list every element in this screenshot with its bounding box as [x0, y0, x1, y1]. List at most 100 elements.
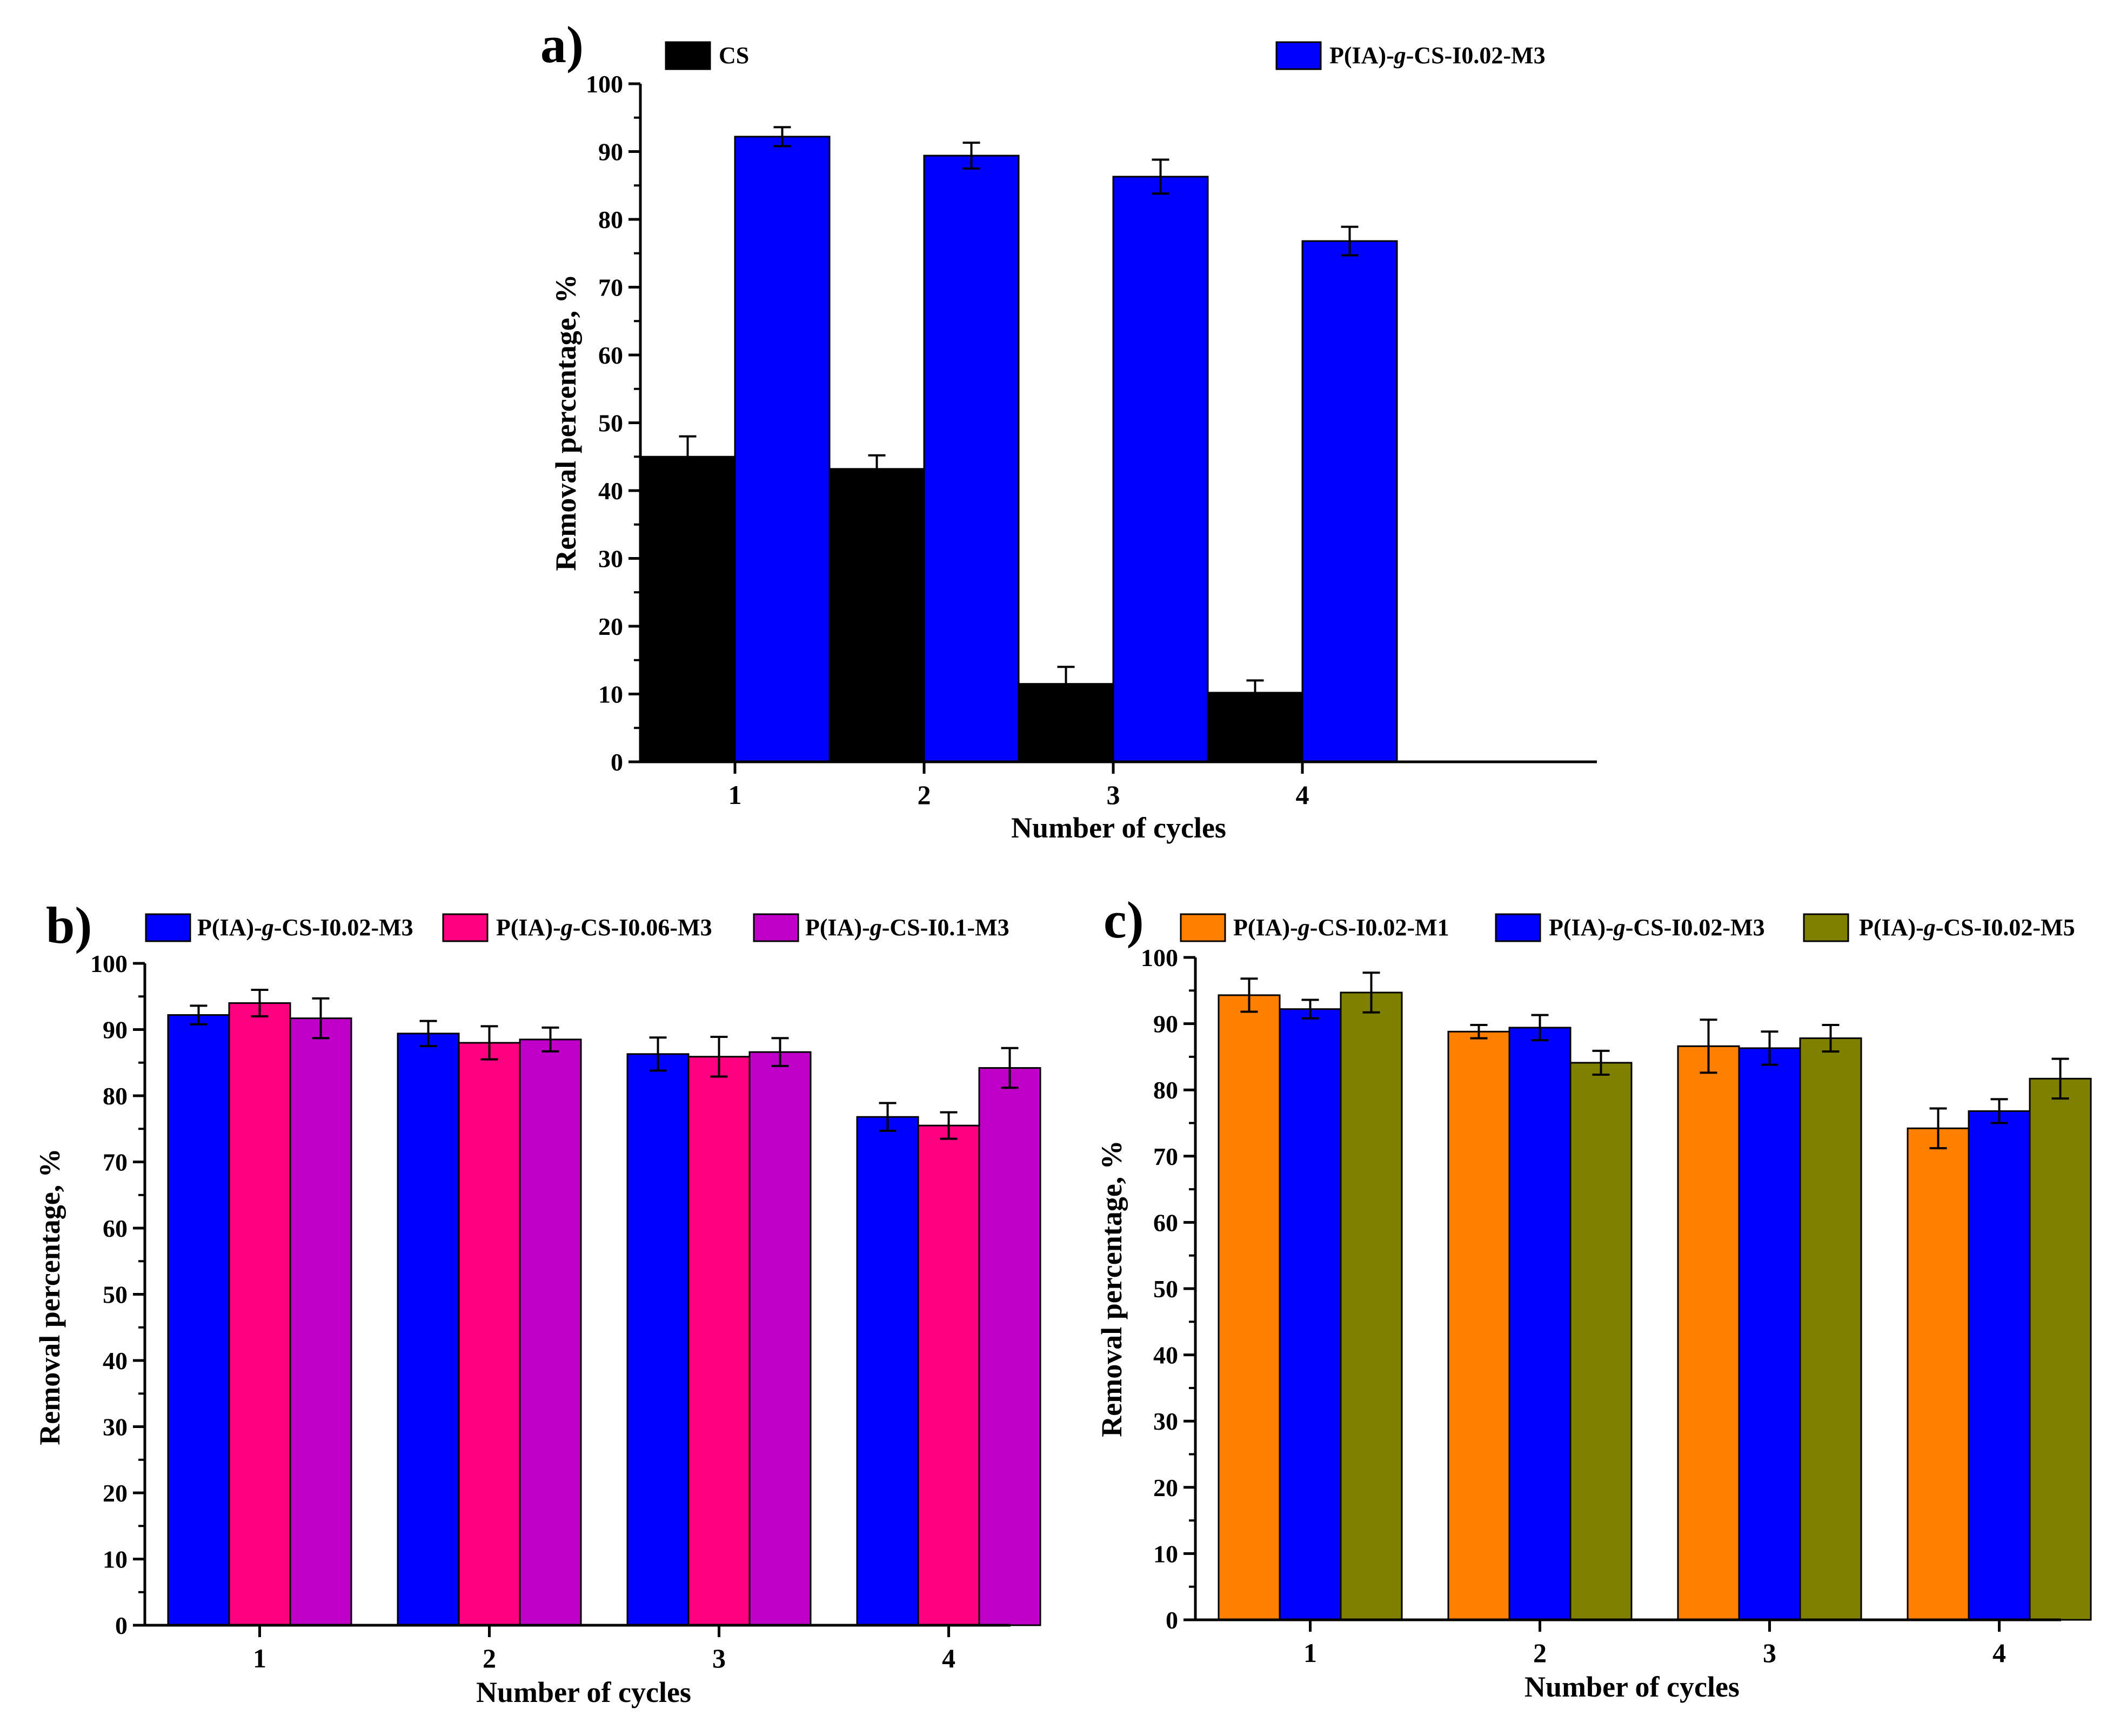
panel-label-c: c) [1104, 891, 1144, 949]
y-axis-title-c: Removal percentage, % [1095, 1140, 1128, 1437]
y-tick-label-a-100: 100 [586, 70, 623, 98]
bar-c-s1-c1 [1218, 994, 1281, 1621]
y-tick-label-b-90: 90 [103, 1016, 128, 1044]
bar-c-s3-c4 [2029, 1077, 2092, 1621]
y-tick-label-c-20: 20 [1153, 1474, 1178, 1502]
bar-c-s1-c2 [1447, 1030, 1510, 1621]
y-tick-label-c-30: 30 [1153, 1407, 1178, 1435]
legend-label-b-s1-part-1: g [262, 914, 274, 941]
bar-b-s3-c1 [289, 1017, 352, 1626]
y-tick-label-b-60: 60 [103, 1215, 128, 1242]
legend-label-b-s3-part-2: -CS-I0.1-M3 [882, 914, 1009, 941]
legend-label-b-s1-part-0: P(IA)- [197, 914, 262, 941]
y-tick-label-a-30: 30 [598, 545, 623, 573]
y-tick-label-c-70: 70 [1153, 1143, 1178, 1170]
legend-label-b-s3-part-1: g [870, 914, 882, 941]
y-tick-label-a-10: 10 [598, 681, 623, 708]
bar-b-s3-c4 [978, 1067, 1041, 1626]
x-tick-label-c-3: 3 [1763, 1638, 1776, 1668]
legend-label-b-s2-part-2: -CS-I0.06-M3 [573, 914, 712, 941]
x-tick-label-c-4: 4 [1992, 1638, 2006, 1668]
legend-swatch-b-s2 [442, 913, 489, 942]
legend-swatch-b-s1 [145, 913, 191, 942]
x-tick-label-c-1: 1 [1303, 1638, 1317, 1668]
bar-b-s3-c2 [519, 1038, 582, 1626]
y-axis-title-b: Removal percentage, % [34, 1148, 66, 1445]
bar-c-s2-c3 [1738, 1047, 1801, 1621]
x-tick-label-b-2: 2 [483, 1643, 496, 1673]
legend-label-c-s2-part-2: -CS-I0.02-M3 [1626, 914, 1765, 941]
x-tick-label-b-1: 1 [253, 1643, 266, 1673]
bar-c-s1-c3 [1677, 1045, 1740, 1621]
legend-label-a-s1: CS [719, 42, 749, 69]
x-tick-label-b-4: 4 [942, 1643, 955, 1673]
y-tick-label-c-0: 0 [1166, 1606, 1178, 1634]
legend-label-c-s2: P(IA)-g-CS-I0.02-M3 [1549, 914, 1765, 941]
y-axis-title-a: Removal percentage, % [550, 274, 582, 571]
legend-label-c-s1-part-0: P(IA)- [1233, 914, 1298, 941]
legend-label-b-s1: P(IA)-g-CS-I0.02-M3 [197, 914, 413, 941]
y-tick-label-a-90: 90 [598, 138, 623, 166]
legend-label-b-s2-part-0: P(IA)- [496, 914, 561, 941]
y-tick-label-c-10: 10 [1153, 1540, 1178, 1567]
x-axis-title-b: Number of cycles [476, 1676, 691, 1708]
legend-swatch-a-s1 [665, 41, 711, 70]
y-tick-label-b-100: 100 [90, 950, 128, 977]
legend-swatch-c-s3 [1803, 913, 1849, 942]
legend-label-b-s1-part-2: -CS-I0.02-M3 [274, 914, 413, 941]
legend-swatch-c-s2 [1495, 913, 1541, 942]
y-tick-label-b-10: 10 [103, 1546, 128, 1573]
legend-label-c-s1-part-1: g [1298, 914, 1310, 941]
panel-label-b: b) [46, 896, 92, 954]
bar-b-s2-c3 [687, 1056, 751, 1626]
bar-b-s1-c4 [856, 1116, 919, 1626]
legend-label-c-s1-part-2: -CS-I0.02-M1 [1310, 914, 1449, 941]
legend-label-c-s3-part-2: -CS-I0.02-M5 [1936, 914, 2075, 941]
legend-label-c-s3-part-1: g [1923, 914, 1936, 941]
y-tick-label-c-80: 80 [1153, 1076, 1178, 1104]
legend-label-b-s3: P(IA)-g-CS-I0.1-M3 [805, 914, 1009, 941]
bar-c-s1-c4 [1907, 1127, 1970, 1621]
legend-swatch-a-s2 [1275, 41, 1322, 70]
y-tick-label-a-20: 20 [598, 613, 623, 640]
x-tick-label-b-3: 3 [712, 1643, 726, 1673]
y-tick-label-c-90: 90 [1153, 1010, 1178, 1038]
x-axis-title-a: Number of cycles [1011, 812, 1226, 844]
panel-label-a: a) [540, 16, 584, 73]
y-tick-label-b-0: 0 [115, 1612, 128, 1639]
y-tick-label-b-20: 20 [103, 1479, 128, 1507]
bar-c-s3-c1 [1340, 991, 1403, 1621]
bar-c-s2-c4 [1968, 1110, 2031, 1621]
bar-c-s3-c3 [1799, 1037, 1862, 1621]
legend-label-b-s3-part-0: P(IA)- [805, 914, 870, 941]
legend-label-a-s2-part-2: -CS-I0.02-M3 [1406, 42, 1546, 69]
legend-label-a-s2-part-1: g [1394, 42, 1406, 69]
bar-c-s2-c2 [1508, 1027, 1572, 1621]
legend-label-c-s1: P(IA)-g-CS-I0.02-M1 [1233, 914, 1449, 941]
legend-swatch-c-s1 [1180, 913, 1226, 942]
y-tick-label-b-40: 40 [103, 1347, 128, 1375]
x-tick-label-c-2: 2 [1533, 1638, 1547, 1668]
y-tick-label-b-30: 30 [103, 1413, 128, 1441]
y-tick-label-b-70: 70 [103, 1149, 128, 1176]
legend-label-b-s2: P(IA)-g-CS-I0.06-M3 [496, 914, 712, 941]
y-tick-label-b-80: 80 [103, 1082, 128, 1110]
x-tick-label-a-2: 2 [918, 780, 931, 810]
y-tick-label-c-50: 50 [1153, 1275, 1178, 1303]
bar-a-s2-c2 [923, 155, 1020, 763]
y-tick-label-a-70: 70 [598, 274, 623, 301]
bar-a-s2-c1 [734, 136, 831, 763]
bar-b-s1-c1 [167, 1014, 230, 1626]
legend-label-c-s3-part-0: P(IA)- [1859, 914, 1924, 941]
x-axis-title-c: Number of cycles [1524, 1671, 1740, 1703]
y-tick-label-c-40: 40 [1153, 1342, 1178, 1369]
legend-label-c-s2-part-0: P(IA)- [1549, 914, 1614, 941]
bar-b-s2-c4 [917, 1124, 980, 1626]
y-tick-label-a-40: 40 [598, 477, 623, 505]
y-tick-label-b-50: 50 [103, 1281, 128, 1309]
bar-b-s2-c1 [228, 1002, 291, 1626]
bar-b-s2-c2 [458, 1042, 521, 1626]
bar-c-s3-c2 [1569, 1062, 1633, 1621]
